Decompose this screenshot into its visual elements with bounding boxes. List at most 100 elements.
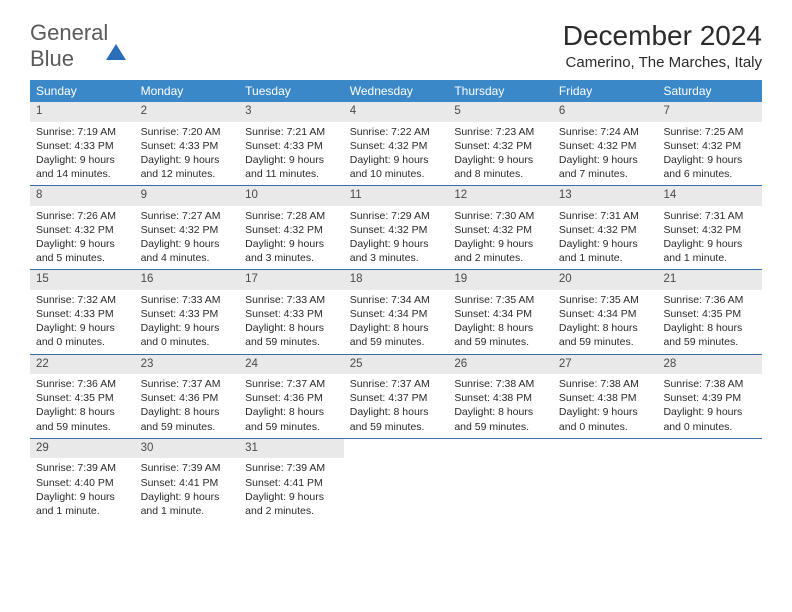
- day-number: 3: [239, 102, 344, 122]
- day-cell: [553, 439, 658, 522]
- logo: General Blue: [30, 20, 126, 72]
- day-cell: [344, 439, 449, 522]
- day-number: 2: [135, 102, 240, 122]
- day-info: Sunrise: 7:21 AMSunset: 4:33 PMDaylight:…: [239, 122, 344, 186]
- day-header: Tuesday: [239, 80, 344, 102]
- day-number: 6: [553, 102, 658, 122]
- week-row: 22Sunrise: 7:36 AMSunset: 4:35 PMDayligh…: [30, 355, 762, 439]
- day-cell: 1Sunrise: 7:19 AMSunset: 4:33 PMDaylight…: [30, 102, 135, 185]
- day-info: Sunrise: 7:31 AMSunset: 4:32 PMDaylight:…: [553, 206, 658, 270]
- page-title: December 2024: [563, 20, 762, 52]
- day-info: Sunrise: 7:33 AMSunset: 4:33 PMDaylight:…: [239, 290, 344, 354]
- day-cell: 13Sunrise: 7:31 AMSunset: 4:32 PMDayligh…: [553, 186, 658, 269]
- day-header: Monday: [135, 80, 240, 102]
- day-header: Thursday: [448, 80, 553, 102]
- day-cell: 2Sunrise: 7:20 AMSunset: 4:33 PMDaylight…: [135, 102, 240, 185]
- day-info: Sunrise: 7:20 AMSunset: 4:33 PMDaylight:…: [135, 122, 240, 186]
- day-number: 31: [239, 439, 344, 459]
- day-info: Sunrise: 7:22 AMSunset: 4:32 PMDaylight:…: [344, 122, 449, 186]
- day-info: Sunrise: 7:33 AMSunset: 4:33 PMDaylight:…: [135, 290, 240, 354]
- day-header: Sunday: [30, 80, 135, 102]
- day-header: Wednesday: [344, 80, 449, 102]
- day-cell: 15Sunrise: 7:32 AMSunset: 4:33 PMDayligh…: [30, 270, 135, 353]
- day-cell: 5Sunrise: 7:23 AMSunset: 4:32 PMDaylight…: [448, 102, 553, 185]
- day-number: 23: [135, 355, 240, 375]
- day-number: 28: [657, 355, 762, 375]
- day-number: 12: [448, 186, 553, 206]
- week-row: 29Sunrise: 7:39 AMSunset: 4:40 PMDayligh…: [30, 439, 762, 522]
- day-number: 17: [239, 270, 344, 290]
- day-info: Sunrise: 7:23 AMSunset: 4:32 PMDaylight:…: [448, 122, 553, 186]
- day-cell: 24Sunrise: 7:37 AMSunset: 4:36 PMDayligh…: [239, 355, 344, 438]
- day-number: 4: [344, 102, 449, 122]
- day-number: 11: [344, 186, 449, 206]
- day-cell: 22Sunrise: 7:36 AMSunset: 4:35 PMDayligh…: [30, 355, 135, 438]
- day-number: 26: [448, 355, 553, 375]
- day-info: Sunrise: 7:30 AMSunset: 4:32 PMDaylight:…: [448, 206, 553, 270]
- day-number: 30: [135, 439, 240, 459]
- day-cell: 23Sunrise: 7:37 AMSunset: 4:36 PMDayligh…: [135, 355, 240, 438]
- day-cell: 16Sunrise: 7:33 AMSunset: 4:33 PMDayligh…: [135, 270, 240, 353]
- day-cell: 28Sunrise: 7:38 AMSunset: 4:39 PMDayligh…: [657, 355, 762, 438]
- day-number: 14: [657, 186, 762, 206]
- day-cell: 12Sunrise: 7:30 AMSunset: 4:32 PMDayligh…: [448, 186, 553, 269]
- day-number: 13: [553, 186, 658, 206]
- week-row: 15Sunrise: 7:32 AMSunset: 4:33 PMDayligh…: [30, 270, 762, 354]
- day-info: Sunrise: 7:36 AMSunset: 4:35 PMDaylight:…: [30, 374, 135, 438]
- day-cell: [657, 439, 762, 522]
- day-number: 5: [448, 102, 553, 122]
- day-info: Sunrise: 7:26 AMSunset: 4:32 PMDaylight:…: [30, 206, 135, 270]
- day-cell: 19Sunrise: 7:35 AMSunset: 4:34 PMDayligh…: [448, 270, 553, 353]
- day-number: 27: [553, 355, 658, 375]
- day-number: 16: [135, 270, 240, 290]
- day-cell: 18Sunrise: 7:34 AMSunset: 4:34 PMDayligh…: [344, 270, 449, 353]
- logo-triangle-icon: [106, 27, 126, 60]
- day-number: 29: [30, 439, 135, 459]
- day-info: Sunrise: 7:32 AMSunset: 4:33 PMDaylight:…: [30, 290, 135, 354]
- day-cell: 17Sunrise: 7:33 AMSunset: 4:33 PMDayligh…: [239, 270, 344, 353]
- day-info: Sunrise: 7:29 AMSunset: 4:32 PMDaylight:…: [344, 206, 449, 270]
- day-cell: 6Sunrise: 7:24 AMSunset: 4:32 PMDaylight…: [553, 102, 658, 185]
- day-cell: 27Sunrise: 7:38 AMSunset: 4:38 PMDayligh…: [553, 355, 658, 438]
- day-number: 7: [657, 102, 762, 122]
- logo-word-1: General: [30, 20, 108, 45]
- day-cell: 11Sunrise: 7:29 AMSunset: 4:32 PMDayligh…: [344, 186, 449, 269]
- day-number: 22: [30, 355, 135, 375]
- day-number: 24: [239, 355, 344, 375]
- day-cell: 20Sunrise: 7:35 AMSunset: 4:34 PMDayligh…: [553, 270, 658, 353]
- day-cell: 4Sunrise: 7:22 AMSunset: 4:32 PMDaylight…: [344, 102, 449, 185]
- day-info: Sunrise: 7:31 AMSunset: 4:32 PMDaylight:…: [657, 206, 762, 270]
- day-header-row: SundayMondayTuesdayWednesdayThursdayFrid…: [30, 80, 762, 102]
- logo-word-2: Blue: [30, 46, 74, 71]
- location-label: Camerino, The Marches, Italy: [563, 54, 762, 71]
- day-info: Sunrise: 7:38 AMSunset: 4:39 PMDaylight:…: [657, 374, 762, 438]
- day-info: Sunrise: 7:37 AMSunset: 4:36 PMDaylight:…: [239, 374, 344, 438]
- day-info: Sunrise: 7:39 AMSunset: 4:41 PMDaylight:…: [239, 458, 344, 522]
- week-row: 8Sunrise: 7:26 AMSunset: 4:32 PMDaylight…: [30, 186, 762, 270]
- day-cell: 30Sunrise: 7:39 AMSunset: 4:41 PMDayligh…: [135, 439, 240, 522]
- title-block: December 2024 Camerino, The Marches, Ita…: [563, 20, 762, 71]
- day-info: Sunrise: 7:34 AMSunset: 4:34 PMDaylight:…: [344, 290, 449, 354]
- day-cell: 14Sunrise: 7:31 AMSunset: 4:32 PMDayligh…: [657, 186, 762, 269]
- day-cell: 21Sunrise: 7:36 AMSunset: 4:35 PMDayligh…: [657, 270, 762, 353]
- day-number: 1: [30, 102, 135, 122]
- day-info: Sunrise: 7:25 AMSunset: 4:32 PMDaylight:…: [657, 122, 762, 186]
- day-number: 21: [657, 270, 762, 290]
- day-info: Sunrise: 7:19 AMSunset: 4:33 PMDaylight:…: [30, 122, 135, 186]
- day-cell: 25Sunrise: 7:37 AMSunset: 4:37 PMDayligh…: [344, 355, 449, 438]
- day-cell: [448, 439, 553, 522]
- day-info: Sunrise: 7:27 AMSunset: 4:32 PMDaylight:…: [135, 206, 240, 270]
- day-cell: 3Sunrise: 7:21 AMSunset: 4:33 PMDaylight…: [239, 102, 344, 185]
- day-info: Sunrise: 7:35 AMSunset: 4:34 PMDaylight:…: [553, 290, 658, 354]
- day-info: Sunrise: 7:28 AMSunset: 4:32 PMDaylight:…: [239, 206, 344, 270]
- day-cell: 10Sunrise: 7:28 AMSunset: 4:32 PMDayligh…: [239, 186, 344, 269]
- day-cell: 26Sunrise: 7:38 AMSunset: 4:38 PMDayligh…: [448, 355, 553, 438]
- day-number: 25: [344, 355, 449, 375]
- day-cell: 31Sunrise: 7:39 AMSunset: 4:41 PMDayligh…: [239, 439, 344, 522]
- header: General Blue December 2024 Camerino, The…: [30, 20, 762, 72]
- day-info: Sunrise: 7:37 AMSunset: 4:37 PMDaylight:…: [344, 374, 449, 438]
- day-info: Sunrise: 7:39 AMSunset: 4:40 PMDaylight:…: [30, 458, 135, 522]
- day-info: Sunrise: 7:36 AMSunset: 4:35 PMDaylight:…: [657, 290, 762, 354]
- day-cell: 7Sunrise: 7:25 AMSunset: 4:32 PMDaylight…: [657, 102, 762, 185]
- day-number: 8: [30, 186, 135, 206]
